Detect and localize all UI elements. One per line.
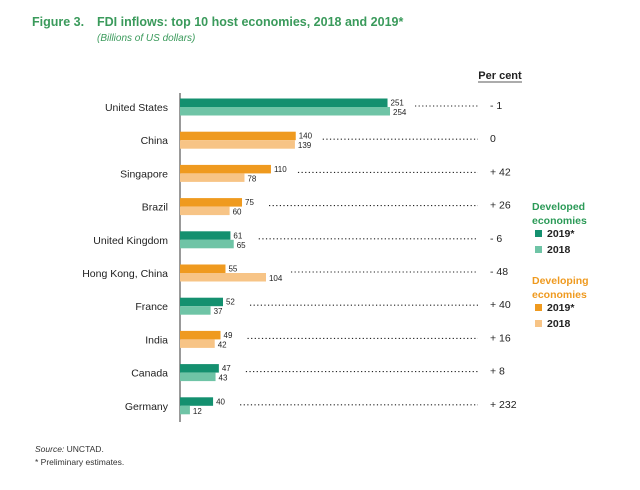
bar-2018 xyxy=(180,372,216,382)
category-label: Germany xyxy=(125,401,169,413)
percent-change: - 1 xyxy=(490,100,502,112)
category-label: Brazil xyxy=(142,202,168,214)
bar-2019 xyxy=(180,264,226,273)
data-label-2018: 60 xyxy=(233,208,242,217)
category-label: India xyxy=(145,334,168,346)
data-label-2018: 78 xyxy=(247,174,256,183)
bar-2018 xyxy=(180,107,390,116)
bar-2019 xyxy=(180,297,223,307)
percent-change: + 8 xyxy=(490,366,505,378)
data-label-2019: 251 xyxy=(391,99,405,108)
data-label-2019: 52 xyxy=(226,298,235,307)
chart-subtitle: (Billions of US dollars) xyxy=(97,33,196,44)
data-label-2018: 104 xyxy=(269,274,283,283)
legend-label-developed: 2018 xyxy=(547,244,571,256)
legend-heading-developed: Developed xyxy=(532,201,585,213)
percent-change: + 42 xyxy=(490,166,511,178)
bar-2019 xyxy=(180,98,388,107)
category-label: Hong Kong, China xyxy=(82,268,168,280)
data-label-2019: 40 xyxy=(216,397,225,406)
data-label-2019: 75 xyxy=(245,198,254,207)
bar-2019 xyxy=(180,364,219,373)
category-label: United Kingdom xyxy=(93,235,168,247)
legend-heading-developed: economies xyxy=(532,215,587,227)
legend-heading-developing: economies xyxy=(532,289,587,301)
percent-header: Per cent xyxy=(478,70,522,82)
data-label-2019: 61 xyxy=(233,231,242,240)
percent-change: + 40 xyxy=(490,299,511,311)
bar-2018 xyxy=(180,405,190,415)
data-label-2019: 110 xyxy=(274,165,287,174)
percent-change: + 232 xyxy=(490,399,517,411)
percent-change: - 48 xyxy=(490,266,508,278)
legend-heading-developing: Developing xyxy=(532,275,589,287)
legend-label-developed: 2019* xyxy=(547,228,575,240)
bar-2018 xyxy=(180,239,234,249)
legend-swatch-developing xyxy=(535,304,542,311)
preliminary-footnote: * Preliminary estimates. xyxy=(35,457,125,467)
bar-2018 xyxy=(180,306,211,315)
data-label-2018: 42 xyxy=(218,340,227,349)
bar-2019 xyxy=(180,164,271,174)
percent-change: + 26 xyxy=(490,200,511,212)
source-value: UNCTAD. xyxy=(64,444,104,454)
data-label-2019: 140 xyxy=(299,132,313,141)
category-label: Singapore xyxy=(120,168,168,180)
chart-title: FDI inflows: top 10 host economies, 2018… xyxy=(97,15,404,29)
data-label-2018: 12 xyxy=(193,407,202,416)
legend-label-developing: 2019* xyxy=(547,302,575,314)
data-label-2018: 65 xyxy=(237,241,246,250)
legend-swatch-developed xyxy=(535,230,542,237)
bar-2019 xyxy=(180,131,296,141)
bar-2019 xyxy=(180,397,214,406)
category-label: France xyxy=(135,301,168,313)
source-note: Source: UNCTAD. xyxy=(35,444,104,454)
percent-change: 0 xyxy=(490,133,496,145)
bar-2019 xyxy=(180,198,243,207)
figure-label: Figure 3. xyxy=(32,15,85,29)
legend-swatch-developed xyxy=(535,246,542,253)
data-label-2019: 49 xyxy=(224,331,233,340)
data-label-2018: 254 xyxy=(393,108,407,117)
category-label: United States xyxy=(105,102,168,114)
percent-change: + 16 xyxy=(490,332,511,344)
data-label-2019: 47 xyxy=(222,364,231,373)
bar-2019 xyxy=(180,231,231,240)
legend-swatch-developing xyxy=(535,320,542,327)
data-label-2018: 37 xyxy=(214,307,223,316)
category-label: Canada xyxy=(131,368,168,380)
legend-label-developing: 2018 xyxy=(547,318,571,330)
bar-2018 xyxy=(180,140,295,149)
source-label: Source: xyxy=(35,444,65,454)
bar-2018 xyxy=(180,339,215,348)
data-label-2019: 55 xyxy=(228,265,237,274)
bar-2018 xyxy=(180,273,266,282)
percent-change: - 6 xyxy=(490,233,502,245)
category-label: China xyxy=(141,135,169,147)
bar-2018 xyxy=(180,173,245,182)
bar-2018 xyxy=(180,206,230,216)
data-label-2018: 139 xyxy=(298,141,312,150)
bar-2019 xyxy=(180,330,221,340)
data-label-2018: 43 xyxy=(219,374,228,383)
